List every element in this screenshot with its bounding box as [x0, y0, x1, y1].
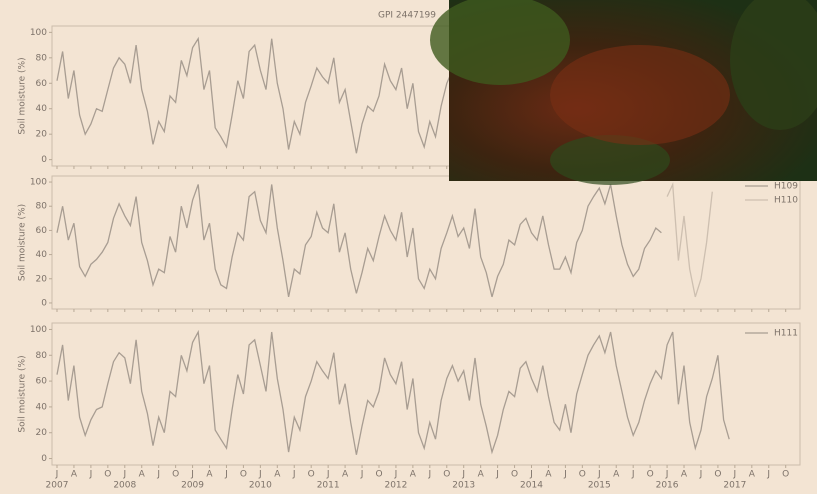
x-tick-label: J [89, 470, 93, 480]
x-tick-label: O [647, 470, 654, 480]
x-tick-label: J [766, 470, 770, 480]
x-tick-label: A [71, 470, 78, 480]
y-tick-label: 0 [41, 454, 47, 464]
photo-leaves [730, 0, 817, 130]
y-tick-label: 0 [41, 155, 47, 165]
x-tick-label: O [714, 470, 721, 480]
x-tick-label: A [206, 470, 213, 480]
x-tick-label: J [258, 470, 262, 480]
x-year-label: 2014 [520, 481, 543, 491]
x-tick-label: J [597, 470, 601, 480]
x-tick-label: O [511, 470, 518, 480]
x-tick-label: A [274, 470, 281, 480]
y-tick-label: 40 [36, 104, 48, 114]
x-tick-label: O [308, 470, 315, 480]
x-tick-label: J [360, 470, 364, 480]
axes-frame [51, 175, 801, 310]
x-tick-label: J [224, 470, 228, 480]
y-tick-label: 60 [36, 226, 48, 236]
x-year-label: 2007 [46, 481, 69, 491]
x-tick-label: A [478, 470, 485, 480]
legend-label: H110 [774, 196, 798, 206]
x-tick-label: J [326, 470, 330, 480]
x-year-label: 2008 [113, 481, 136, 491]
series-line [56, 184, 662, 298]
y-tick-label: 20 [36, 130, 48, 140]
axes-frame [51, 322, 801, 466]
x-tick-label: J [156, 470, 160, 480]
x-tick-label: J [665, 470, 669, 480]
x-tick-label: J [122, 470, 126, 480]
x-tick-label: A [342, 470, 349, 480]
x-tick-label: O [782, 470, 789, 480]
y-tick-label: 40 [36, 250, 48, 260]
y-axis-label: Soil moisture (%) [18, 355, 28, 432]
x-tick-label: J [190, 470, 194, 480]
x-tick-label: O [240, 470, 247, 480]
x-year-label: 2016 [656, 481, 679, 491]
x-tick-label: J [529, 470, 533, 480]
y-tick-label: 80 [36, 351, 48, 361]
y-axis-label: Soil moisture (%) [18, 204, 28, 281]
x-tick-label: O [172, 470, 179, 480]
y-tick-label: 60 [36, 79, 48, 89]
x-year-label: 2013 [452, 481, 475, 491]
y-tick-label: 80 [36, 53, 48, 63]
x-tick-label: A [545, 470, 552, 480]
y-tick-label: 100 [30, 325, 47, 335]
x-year-label: 2015 [588, 481, 611, 491]
photo-soil [550, 45, 730, 145]
legend-label: H109 [774, 182, 798, 192]
x-tick-label: J [55, 470, 59, 480]
x-year-label: 2009 [181, 481, 204, 491]
x-tick-label: A [613, 470, 620, 480]
x-tick-label: O [375, 470, 382, 480]
x-tick-label: J [699, 470, 703, 480]
y-tick-label: 100 [30, 28, 47, 38]
x-year-label: 2011 [317, 481, 340, 491]
x-tick-label: O [443, 470, 450, 480]
x-tick-label: A [681, 470, 688, 480]
x-tick-label: J [563, 470, 567, 480]
y-tick-label: 80 [36, 202, 48, 212]
y-tick-label: 0 [41, 298, 47, 308]
y-axis-label: Soil moisture (%) [18, 57, 28, 134]
series-line [56, 329, 730, 455]
y-tick-label: 100 [30, 178, 47, 188]
x-tick-label: J [461, 470, 465, 480]
x-tick-label: J [733, 470, 737, 480]
photo-leaves [430, 0, 570, 85]
photo-overlay [430, 0, 817, 185]
x-tick-label: A [139, 470, 146, 480]
x-tick-label: J [427, 470, 431, 480]
x-tick-label: O [579, 470, 586, 480]
x-year-label: 2012 [384, 481, 407, 491]
x-tick-label: A [410, 470, 417, 480]
legend-label: H111 [774, 329, 798, 339]
series-line [666, 181, 713, 298]
y-tick-label: 20 [36, 428, 48, 438]
y-tick-label: 20 [36, 274, 48, 284]
x-tick-label: A [749, 470, 756, 480]
x-tick-label: J [495, 470, 499, 480]
x-tick-label: J [631, 470, 635, 480]
x-year-label: 2017 [723, 481, 746, 491]
x-year-label: 2010 [249, 481, 272, 491]
photo-leaves [550, 135, 670, 185]
x-tick-label: O [104, 470, 111, 480]
chart-title: GPI 2447199 [378, 11, 436, 21]
y-tick-label: 60 [36, 377, 48, 387]
x-tick-label: J [394, 470, 398, 480]
x-tick-label: J [292, 470, 296, 480]
y-tick-label: 40 [36, 402, 48, 412]
